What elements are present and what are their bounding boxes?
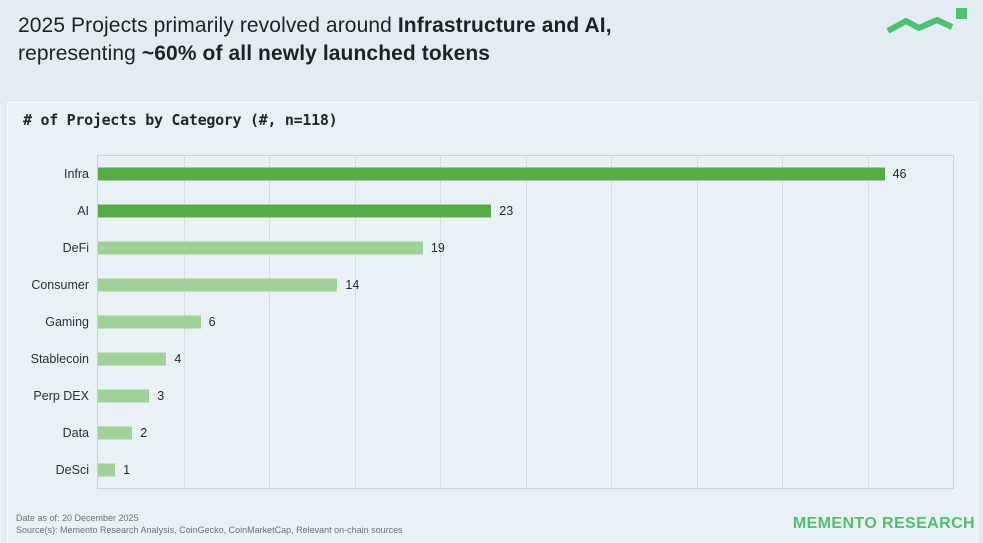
- gridline: [867, 156, 869, 488]
- category-label-ai: AI: [77, 204, 89, 219]
- memento-logo-icon: [886, 8, 967, 34]
- bar-consumer: [98, 278, 338, 292]
- value-label: 19: [430, 241, 445, 256]
- bar-row: Gaming 6: [45, 304, 953, 341]
- category-label-infra: Infra: [63, 167, 89, 182]
- gridline: [354, 156, 356, 488]
- bar-gaming: [98, 315, 201, 329]
- title-line1-bold: Infrastructure and AI,: [397, 14, 612, 37]
- bar-row: Infra 46: [64, 156, 953, 193]
- bar-infra: [98, 167, 885, 181]
- value-label: 2: [140, 425, 148, 440]
- category-label-data: Data: [62, 425, 89, 440]
- category-label-defi: DeFi: [62, 241, 89, 256]
- bar-stablecoin: [98, 352, 167, 366]
- value-label: 3: [157, 388, 165, 403]
- logo-square: [956, 8, 967, 19]
- value-label: 4: [174, 351, 182, 366]
- value-label: 1: [123, 462, 131, 477]
- bar-data: [98, 426, 133, 440]
- chart-title: # of Projects by Category (#, n=118): [23, 111, 338, 129]
- footnote-source: Source(s): Memento Research Analysis, Co…: [16, 524, 403, 535]
- title-line1-regular: 2025 Projects primarily revolved around: [18, 14, 398, 37]
- value-label: 14: [345, 278, 360, 293]
- bar-row: DeSci 1: [56, 451, 953, 488]
- title-line2-bold: ~60% of all newly launched tokens: [141, 42, 491, 65]
- logo-wave: [886, 17, 954, 34]
- brand-wordmark: MEMENTO RESEARCH: [792, 515, 975, 532]
- bar-row: Perp DEX 3: [33, 377, 953, 414]
- footnote-date: Date as of: 20 December 2025: [16, 513, 139, 523]
- bar-desci: [98, 463, 116, 477]
- value-label: 46: [892, 167, 907, 182]
- gridline: [269, 156, 270, 488]
- bar-row: Consumer 14: [31, 267, 953, 304]
- bar-row: DeFi 19: [63, 230, 953, 267]
- category-label-desci: DeSci: [55, 462, 89, 477]
- bar-row: Data 2: [63, 414, 953, 451]
- category-label-perp-dex: Perp DEX: [33, 388, 89, 403]
- bar-ai: [98, 204, 492, 218]
- gridline: [525, 156, 527, 488]
- plot-area: Infra 46 AI 23 DeFi 19 Consumer 14 Gaming 6 Stable…: [31, 155, 954, 489]
- value-label: 23: [499, 204, 514, 219]
- bar-row: Stablecoin 4: [31, 340, 953, 377]
- gridline: [782, 156, 783, 488]
- gridline: [611, 156, 612, 488]
- page-title: 2025 Projects primarily revolved around …: [18, 12, 612, 68]
- bar-perp-dex: [98, 389, 150, 403]
- chart-panel: # of Projects by Category (#, n=118) Inf…: [7, 102, 978, 543]
- value-label: 6: [208, 314, 216, 329]
- category-label-gaming: Gaming: [45, 314, 89, 329]
- category-label-consumer: Consumer: [31, 278, 89, 293]
- bar-defi: [98, 241, 423, 255]
- gridline: [696, 156, 698, 488]
- title-line2-regular: representing: [18, 42, 142, 65]
- category-label-stablecoin: Stablecoin: [30, 351, 89, 366]
- footnote: Date as of: 20 December 2025 Source(s): …: [16, 513, 403, 536]
- gridline: [440, 156, 441, 488]
- bar-row: AI 23: [77, 193, 953, 230]
